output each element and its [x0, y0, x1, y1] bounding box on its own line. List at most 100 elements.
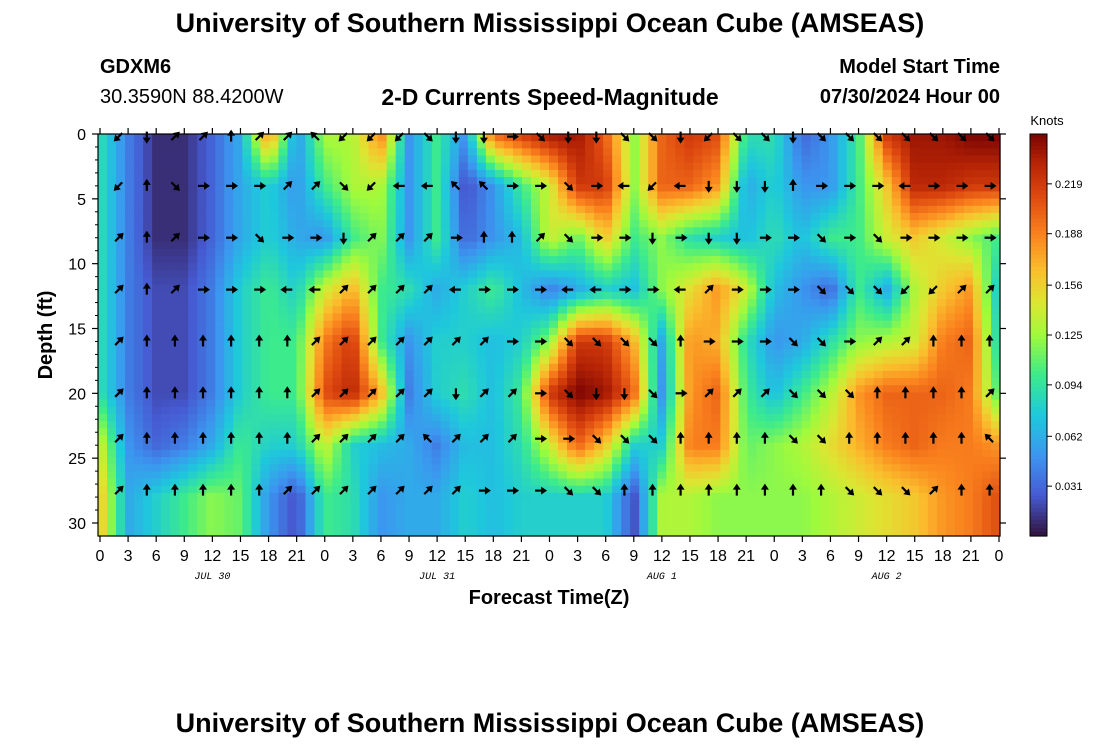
heatmap-cell [134, 471, 144, 480]
heatmap-cell [963, 442, 974, 451]
heatmap-cell [404, 392, 415, 401]
heatmap-cell [377, 406, 388, 415]
heatmap-cell [891, 169, 902, 178]
heatmap-cell [549, 155, 559, 164]
heatmap-cell [918, 169, 929, 178]
heatmap-cell [143, 169, 153, 178]
heatmap-cell [521, 141, 532, 149]
heatmap-cell [684, 327, 694, 336]
heatmap-cell [377, 356, 388, 365]
heatmap-cell [359, 449, 370, 458]
heatmap-cell [954, 356, 965, 365]
heatmap-cell [774, 327, 785, 336]
heatmap-cell [657, 363, 667, 372]
heatmap-cell [323, 356, 334, 365]
heatmap-cell [684, 471, 694, 480]
heatmap-cell [981, 220, 992, 228]
heatmap-cell [323, 457, 334, 465]
heatmap-cell [855, 198, 866, 207]
heatmap-cell [801, 184, 812, 193]
heatmap-cell [873, 392, 884, 401]
heatmap-cell [341, 378, 352, 386]
heatmap-cell [603, 385, 613, 394]
heatmap-cell [359, 327, 370, 336]
heatmap-cell [251, 177, 261, 185]
heatmap-cell [837, 220, 848, 228]
heatmap-cell [756, 169, 767, 178]
heatmap-cell [963, 457, 974, 465]
heatmap-cell [981, 428, 992, 437]
heatmap-cell [350, 363, 361, 372]
heatmap-cell [269, 162, 279, 171]
heatmap-cell [242, 485, 252, 494]
heatmap-cell [125, 385, 135, 394]
heatmap-cell [846, 198, 857, 207]
heatmap-cell [918, 256, 929, 264]
heatmap-cell [539, 162, 550, 171]
heatmap-cell [810, 442, 821, 451]
heatmap-cell [521, 270, 532, 279]
heatmap-cell [819, 406, 830, 415]
heatmap-cell [918, 270, 929, 279]
heatmap-cell [206, 399, 216, 408]
heatmap-cell [810, 327, 821, 336]
heatmap-cell [179, 299, 189, 307]
heatmap-cell [359, 212, 370, 221]
heatmap-cell [927, 421, 938, 429]
heatmap-cell [693, 248, 703, 257]
heatmap-cell [927, 227, 938, 236]
heatmap-cell [467, 464, 478, 472]
heatmap-cell [711, 141, 721, 149]
heatmap-cell [549, 177, 559, 185]
heatmap-cell [900, 442, 911, 451]
heatmap-cell [116, 162, 126, 171]
heatmap-cell [458, 421, 469, 429]
heatmap-cell [305, 370, 316, 379]
heatmap-cell [801, 148, 812, 157]
heatmap-cell [476, 399, 487, 408]
heatmap-cell [485, 169, 496, 178]
heatmap-cell [377, 205, 388, 214]
heatmap-cell [413, 299, 424, 307]
heatmap-cell [386, 471, 397, 480]
heatmap-cell [215, 148, 225, 157]
heatmap-cell [648, 270, 658, 279]
heatmap-cell [720, 342, 730, 350]
heatmap-cell [927, 378, 938, 386]
heatmap-cell [260, 263, 270, 271]
heatmap-cell [963, 291, 974, 300]
heatmap-cell [386, 442, 397, 451]
heatmap-cell [188, 177, 198, 185]
heatmap-cell [657, 406, 667, 415]
heatmap-cell [963, 428, 974, 437]
heatmap-cell [774, 485, 785, 494]
heatmap-cell [630, 248, 640, 257]
heatmap-cell [963, 177, 974, 185]
heatmap-cell [666, 248, 676, 257]
heatmap-cell [585, 356, 595, 365]
heatmap-cell [963, 227, 974, 236]
heatmap-cell [693, 313, 703, 322]
heatmap-cell [539, 342, 550, 350]
heatmap-cell [828, 313, 839, 322]
heatmap-cell [476, 227, 487, 236]
heatmap-cell [756, 464, 767, 472]
heatmap-cell [729, 306, 740, 315]
heatmap-cell [287, 198, 298, 207]
heatmap-cell [657, 169, 667, 178]
heatmap-cell [278, 327, 289, 336]
heatmap-cell [612, 220, 622, 228]
heatmap-cell [927, 363, 938, 372]
heatmap-cell [963, 134, 974, 142]
heatmap-cell [152, 471, 162, 480]
heatmap-cell [639, 155, 649, 164]
heatmap-cell [323, 413, 334, 422]
heatmap-cell [567, 141, 577, 149]
heatmap-cell [386, 263, 397, 271]
heatmap-cell [269, 141, 279, 149]
heatmap-cell [197, 155, 207, 164]
heatmap-cell [98, 284, 108, 293]
heatmap-cell [747, 349, 758, 358]
heatmap-cell [981, 313, 992, 322]
heatmap-cell [305, 184, 316, 193]
